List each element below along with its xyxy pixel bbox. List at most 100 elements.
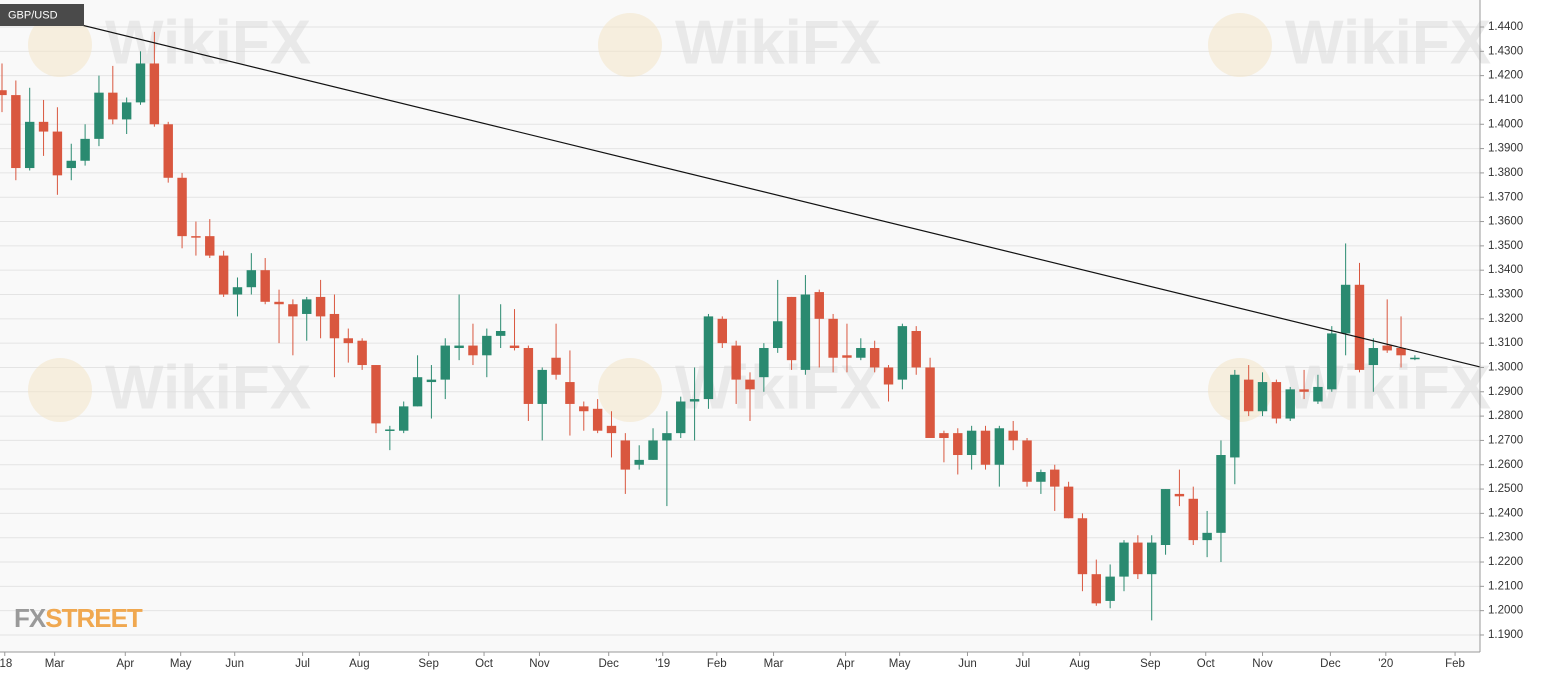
- y-tick-label: 1.2900: [1488, 386, 1523, 398]
- candle-body: [1230, 374, 1240, 458]
- candle-body: [108, 92, 118, 120]
- candle-body: [648, 440, 658, 460]
- y-tick-label: 1.2000: [1488, 605, 1523, 617]
- watermark: WikiFX: [1285, 8, 1491, 77]
- candle-body: [953, 433, 963, 456]
- y-tick-label: 1.3000: [1488, 361, 1523, 373]
- candle-body: [246, 270, 257, 288]
- y-tick-label: 1.2200: [1488, 556, 1523, 568]
- x-tick-label: Nov: [1252, 658, 1273, 670]
- x-tick-label: Aug: [1069, 658, 1089, 670]
- candle-body: [232, 287, 243, 295]
- candle-body: [966, 430, 977, 456]
- candle-body: [1146, 542, 1157, 575]
- candle-body: [772, 321, 783, 349]
- x-tick-label: Oct: [1197, 658, 1216, 670]
- watermark: WikiFX: [105, 353, 311, 422]
- candle-body: [1160, 489, 1171, 545]
- logo-street: STREET: [45, 603, 143, 633]
- candle-body: [1202, 532, 1212, 541]
- candle-body: [1368, 348, 1379, 366]
- grid: [0, 26, 1480, 636]
- candle-body: [1063, 486, 1074, 519]
- candle-body: [135, 63, 146, 103]
- candle-body: [676, 401, 686, 434]
- candle-body: [1410, 357, 1420, 360]
- candle-body: [274, 301, 284, 305]
- candle-body: [482, 335, 492, 356]
- candle-body: [11, 95, 21, 169]
- candle-body: [1396, 348, 1406, 356]
- candle-body: [1008, 430, 1018, 441]
- candle-body: [1216, 455, 1226, 533]
- candle-body: [1257, 382, 1268, 412]
- x-tick-label: Aug: [349, 658, 369, 670]
- candle-body: [814, 292, 824, 319]
- candle-body: [523, 348, 534, 404]
- y-tick-label: 1.3900: [1488, 143, 1523, 155]
- candle-body: [177, 177, 187, 237]
- y-tick-label: 1.2800: [1488, 410, 1523, 422]
- candle-body: [800, 294, 811, 370]
- candle-body: [551, 357, 561, 375]
- candle-body: [537, 369, 547, 404]
- candle-body: [980, 430, 991, 465]
- x-tick-label: Jun: [225, 658, 244, 670]
- candle-body: [1174, 493, 1185, 497]
- x-tick-label: '19: [655, 658, 670, 670]
- y-tick-label: 1.3700: [1488, 191, 1523, 203]
- y-tick-label: 1.2300: [1488, 532, 1523, 544]
- logo: FXSTREET: [14, 603, 143, 633]
- candle-body: [205, 236, 215, 256]
- y-tick-label: 1.2100: [1488, 580, 1523, 592]
- candle-body: [1119, 542, 1129, 577]
- candle-body: [1022, 440, 1032, 482]
- candle-body: [1327, 333, 1337, 390]
- candle-body: [828, 318, 838, 358]
- trend-line: [0, 4, 1481, 368]
- x-tick-label: Mar: [764, 658, 784, 670]
- candle-body: [260, 270, 270, 302]
- candle-body: [24, 121, 35, 169]
- candle-body: [426, 379, 437, 383]
- candle-body: [454, 345, 464, 349]
- candle-body: [80, 138, 90, 161]
- candle-body: [1313, 386, 1323, 402]
- x-tick-label: Feb: [1445, 658, 1465, 670]
- candle-body: [717, 318, 728, 344]
- title-box: [0, 4, 84, 26]
- candle-body: [440, 345, 450, 380]
- y-tick-label: 1.4200: [1488, 70, 1523, 82]
- candle-body: [343, 338, 354, 344]
- watermark-icon: [28, 13, 92, 77]
- candle-body: [579, 406, 589, 412]
- candle-body: [1243, 379, 1254, 412]
- candle-body: [1077, 518, 1088, 575]
- candle-body: [1354, 284, 1365, 370]
- x-tick-label: Apr: [116, 658, 134, 670]
- x-tick-label: Mar: [45, 658, 65, 670]
- candle-body: [468, 345, 478, 356]
- y-tick-label: 1.3300: [1488, 289, 1523, 301]
- x-tick-label: Sep: [418, 658, 438, 670]
- x-tick-label: Apr: [837, 658, 855, 670]
- y-tick-label: 1.3400: [1488, 264, 1523, 276]
- candle-body: [495, 330, 506, 336]
- candle-body: [1382, 345, 1392, 351]
- x-tick-label: Jul: [1016, 658, 1031, 670]
- x-tick-label: Jun: [958, 658, 977, 670]
- x-tick-label: Dec: [1320, 658, 1341, 670]
- candle-body: [1091, 574, 1102, 604]
- x-tick-label: May: [170, 658, 192, 670]
- candle-body: [329, 313, 340, 339]
- candle-body: [994, 428, 1005, 465]
- x-tick-label: Oct: [475, 658, 494, 670]
- candle-body: [731, 345, 741, 380]
- x-tick-label: Jul: [295, 658, 310, 670]
- y-tick-label: 1.3500: [1488, 240, 1523, 252]
- candle-body: [0, 90, 7, 96]
- candle-body: [315, 296, 326, 317]
- candle-body: [856, 348, 866, 358]
- y-tick-label: 1.2600: [1488, 459, 1523, 471]
